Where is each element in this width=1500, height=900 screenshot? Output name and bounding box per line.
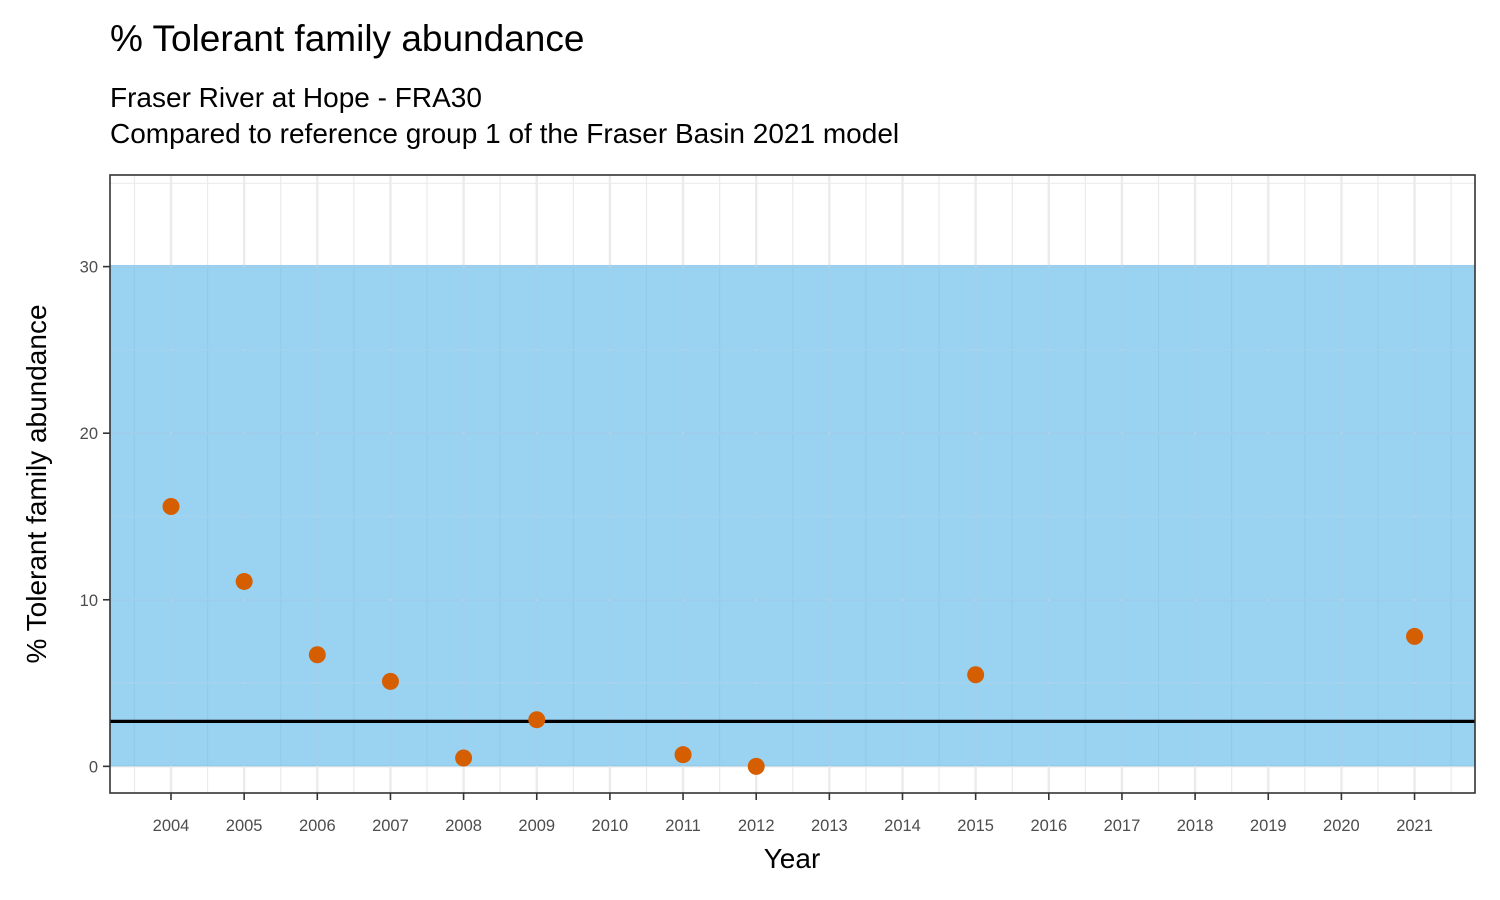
chart-title: % Tolerant family abundance [110,18,584,59]
data-point-2015 [967,666,985,684]
x-tick-label-2006: 2006 [299,817,336,835]
data-point-2021 [1406,627,1424,645]
x-tick-label-2015: 2015 [957,817,994,835]
x-tick-label-2010: 2010 [592,817,629,835]
x-tick-label-2021: 2021 [1396,817,1433,835]
x-tick-label-2008: 2008 [445,817,482,835]
x-tick-label-2004: 2004 [153,817,190,835]
y-tick-label: 0 [89,758,98,776]
data-point-2006 [308,646,326,664]
x-tick-label-2005: 2005 [226,817,263,835]
chart-subtitle-line-2: Compared to reference group 1 of the Fra… [110,118,899,149]
x-tick-label-2007: 2007 [372,817,409,835]
y-axis-title: % Tolerant family abundance [21,304,52,663]
data-points [162,497,1424,775]
x-tick-label-2019: 2019 [1250,817,1287,835]
chart-subtitle-line-1: Fraser River at Hope - FRA30 [110,82,482,113]
x-tick-label-2016: 2016 [1030,817,1067,835]
y-tick-label: 10 [80,592,98,610]
x-tick-label-2018: 2018 [1177,817,1214,835]
x-tick-label-2012: 2012 [738,817,775,835]
data-point-2011 [674,746,692,764]
x-tick-label-2013: 2013 [811,817,848,835]
x-tick-label-2017: 2017 [1104,817,1141,835]
data-point-2012 [747,757,765,775]
x-axis: 2004 2005 2006 2007 2008 2009 2010 2011 2012 2013… [153,793,1433,835]
data-point-2008 [455,749,473,767]
y-axis: 0 10 20 30 [80,259,110,776]
y-tick-label: 20 [80,425,98,443]
data-point-2005 [235,572,253,590]
data-point-2009 [528,711,546,729]
data-point-2004 [162,497,180,515]
x-tick-label-2014: 2014 [884,817,921,835]
reference-band [110,264,1475,767]
x-tick-label-2020: 2020 [1323,817,1360,835]
y-tick-label: 30 [80,259,98,277]
reference-band-gridlines [110,264,1475,767]
plot-panel-border [109,174,1476,794]
x-tick-label-2011: 2011 [665,817,700,835]
data-point-2007 [381,672,399,690]
x-axis-title: Year [764,843,821,874]
x-tick-label-2009: 2009 [518,817,555,835]
